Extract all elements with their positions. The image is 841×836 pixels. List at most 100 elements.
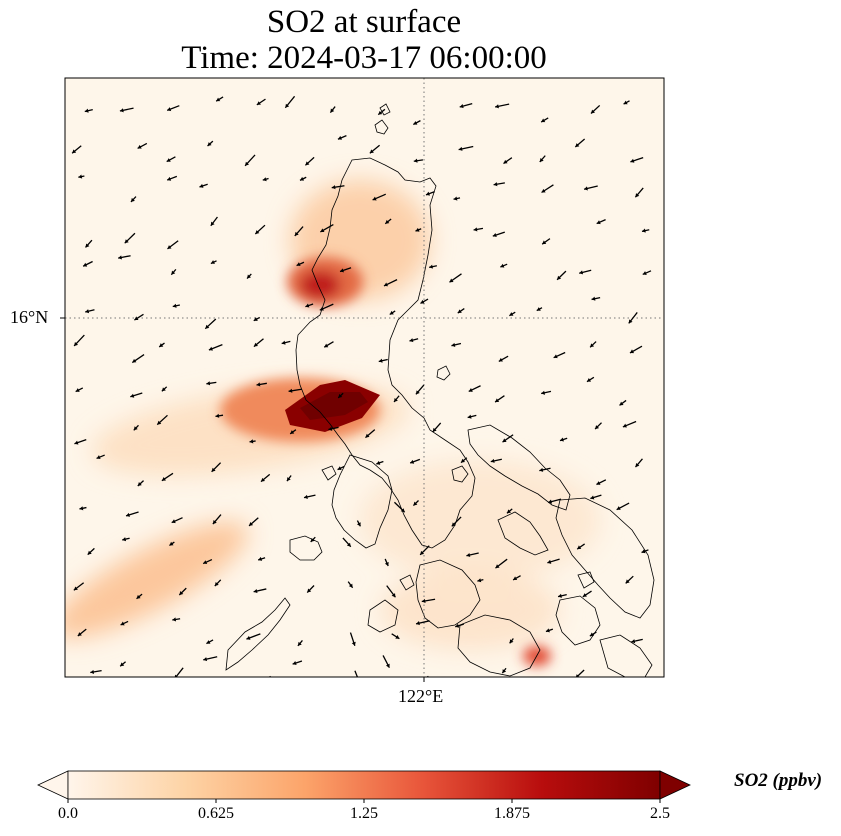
wind-arrow-head [83, 262, 88, 267]
wind-arrow-head [260, 477, 266, 482]
wind-arrow-head [85, 309, 90, 314]
wind-arrow-head [340, 268, 344, 273]
wind-arrow-head [506, 509, 511, 514]
wind-arrow-head [296, 262, 301, 267]
wind-arrow-head [622, 423, 627, 428]
colorbar-tick-label: 0.0 [58, 805, 78, 822]
wind-arrow-head [541, 118, 546, 123]
wind-arrow-head [596, 481, 601, 485]
wind-arrow-head [119, 108, 124, 113]
wind-arrow-head [338, 393, 343, 398]
wind-arrow-head [120, 621, 125, 626]
wind-arrow-head [304, 494, 308, 499]
plume-sw-corner [380, 570, 560, 650]
wind-arrow-head [297, 641, 302, 646]
wind-arrow-head [292, 660, 297, 665]
wind-arrow-head [122, 537, 127, 542]
wind-arrow-head [96, 455, 101, 460]
wind-arrow-head [413, 158, 418, 163]
wind-arrow-head [167, 176, 172, 181]
colorbar-tick-label: 2.5 [650, 805, 670, 822]
wind-arrow-head [584, 186, 588, 191]
wind-arrow-head [207, 142, 212, 146]
wind-arrow-head [492, 233, 497, 238]
wind-arrow-head [628, 319, 633, 324]
wind-arrow-head [331, 185, 336, 190]
wind-arrow-head [79, 506, 84, 511]
wind-arrow-head [310, 537, 315, 542]
wind-arrow-head [378, 358, 383, 363]
wind-arrow-head [495, 564, 500, 569]
wind-arrow-head [249, 522, 254, 526]
wind-arrow-head [87, 550, 92, 555]
wind-arrow-head [256, 101, 261, 105]
wind-arrow-head [415, 390, 420, 395]
wind-arrow-head [630, 158, 635, 163]
wind-arrow-head [513, 576, 518, 581]
wind-arrow-head [623, 100, 628, 105]
wind-arrow-head [330, 108, 335, 113]
wind-arrow-head [118, 255, 122, 260]
wind-arrow-head [247, 274, 251, 279]
wind-arrow-head [172, 303, 177, 308]
wind-arrow-head [324, 343, 329, 348]
wind-arrow-head [245, 161, 249, 166]
wind-arrow-head [255, 230, 260, 234]
wind-arrow-head [400, 508, 405, 513]
wind-arrow-head [635, 463, 640, 468]
wind-arrow-head [169, 541, 174, 546]
wind-arrow-head [459, 104, 464, 109]
wind-arrow-head [124, 239, 129, 244]
wind-arrow-head [161, 477, 166, 481]
wind-arrow-head [130, 197, 135, 202]
wind-arrow-head [90, 669, 95, 674]
wind-arrow-head [159, 343, 164, 347]
wind-arrow-head [586, 378, 592, 382]
wind-arrow-head [253, 342, 258, 347]
wind-arrow-head [575, 674, 580, 677]
wind-arrow-head [171, 519, 176, 524]
wind-arrow-head [498, 357, 503, 362]
wind-arrow-head [559, 437, 564, 442]
wind-arrow-head [553, 354, 558, 359]
wind-arrow-head [595, 425, 600, 430]
wind-arrow-head [299, 176, 305, 181]
wind-arrow-head [212, 520, 217, 525]
wind-arrow-head [631, 639, 636, 644]
wind-arrow-head [249, 439, 254, 444]
wind-arrow-head [590, 495, 595, 500]
wind-arrow-head [120, 662, 125, 667]
wind-arrow-head [449, 278, 454, 283]
wind-arrow-head [72, 149, 77, 154]
wind-arrow-head [174, 674, 179, 677]
wind-arrow-head [369, 149, 374, 154]
wind-arrow-head [378, 110, 383, 115]
wind-arrow-head [641, 228, 646, 233]
wind-arrow-head [288, 388, 293, 393]
latitude-label: 16°N [10, 307, 49, 327]
wind-arrow-head [416, 621, 420, 626]
wind-arrow-head [629, 349, 635, 354]
wind-arrow-head [451, 342, 456, 347]
wind-arrow-head [467, 414, 472, 419]
wind-arrow-head [590, 109, 595, 114]
wind-arrow-head [351, 641, 356, 646]
wind-arrow-head [502, 438, 507, 443]
wind-arrow-head [78, 174, 83, 179]
wind-arrow-head [376, 460, 381, 465]
wind-arrow-head [137, 482, 142, 486]
wind-arrow-head [210, 260, 215, 264]
wind-arrow-head [539, 157, 544, 162]
wind-arrow-head [365, 433, 370, 438]
wind-arrow-head [558, 593, 562, 598]
wind-arrow-head [208, 346, 213, 351]
wind-arrow-head [77, 632, 82, 637]
wind-arrow-head [167, 245, 172, 249]
wind-arrow-head [590, 343, 595, 348]
wind-arrow-head [391, 593, 396, 598]
wind-arrow-head [84, 108, 89, 113]
coastline [225, 103, 655, 677]
wind-arrow-head [420, 550, 425, 555]
wind-arrow-head [320, 228, 325, 233]
